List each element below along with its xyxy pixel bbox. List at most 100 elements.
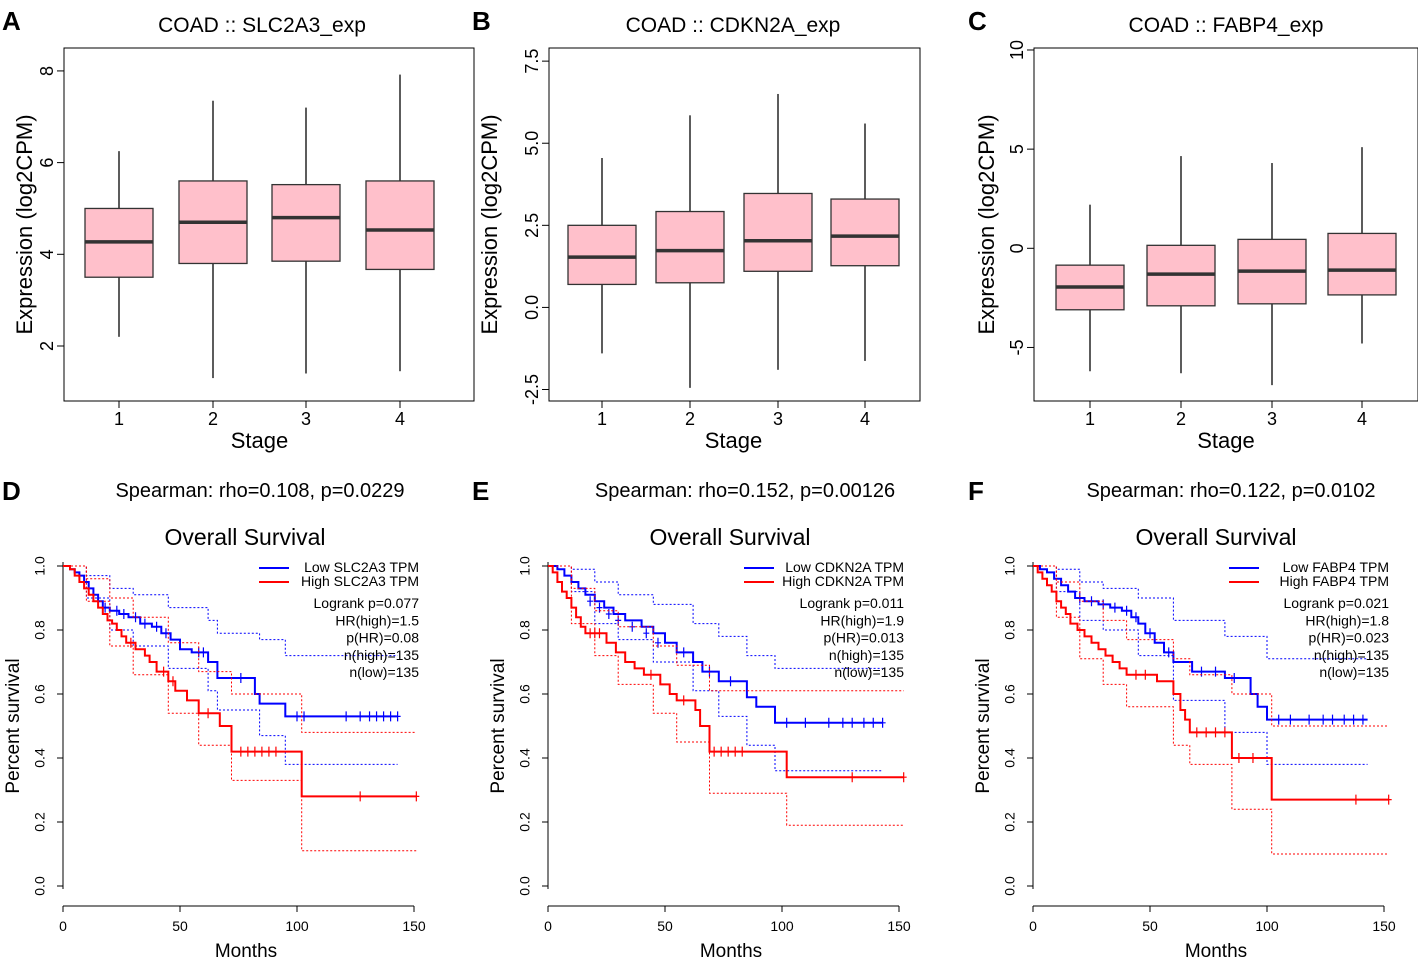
y-tick-label: 2.5 — [522, 213, 542, 238]
chart-title: COAD :: CDKN2A_exp — [626, 14, 841, 37]
censor-mark — [1287, 714, 1294, 725]
censor-mark — [237, 673, 244, 683]
boxplot-panel-b: B COAD :: CDKN2A_exp-2.5 0.0 2.5 5.0 7.5Expre… — [472, 6, 921, 453]
censor-mark — [1275, 714, 1282, 725]
stat-label: p(HR)=0.023 — [1308, 630, 1389, 646]
y-axis-label: Percent survival — [488, 658, 509, 793]
censor-mark — [1359, 714, 1366, 725]
stat-label: Logrank p=0.077 — [314, 595, 420, 611]
censor-mark — [343, 711, 350, 722]
censor-mark — [711, 746, 718, 757]
box-stage-3 — [743, 93, 813, 370]
y-tick-label: 0.2 — [32, 812, 48, 832]
censor-mark — [1212, 666, 1219, 677]
censor-mark — [860, 717, 867, 728]
y-tick-label: 0.0 — [522, 295, 542, 320]
censor-mark — [647, 669, 654, 680]
y-tick-label: 5.0 — [522, 131, 542, 156]
y-tick-label: 1.0 — [1002, 556, 1018, 576]
legend-label: Low FABP4 TPM — [1283, 559, 1389, 575]
censor-mark — [1147, 628, 1153, 639]
y-tick-label: 6 — [37, 158, 57, 168]
censor-mark — [802, 717, 809, 728]
stat-label: n(high)=135 — [344, 647, 419, 663]
iqr-box — [743, 192, 813, 272]
y-tick-label: 0.4 — [1002, 748, 1018, 768]
y-tick-label: 0.6 — [517, 684, 533, 704]
spearman-label: Spearman: rho=0.108, p=0.0229 — [115, 480, 404, 502]
x-tick-label: 1 — [597, 409, 607, 429]
ci-lower-line — [63, 565, 417, 852]
censor-mark — [357, 711, 364, 722]
stat-label: Logrank p=0.021 — [1284, 595, 1390, 611]
low-expression-series — [548, 565, 886, 772]
stat-label: p(HR)=0.08 — [346, 630, 419, 646]
legend-label: High SLC2A3 TPM — [301, 573, 419, 589]
censor-mark — [900, 772, 907, 783]
panel-letter: B — [472, 6, 491, 36]
censor-mark — [153, 621, 160, 632]
censor-mark — [1193, 727, 1200, 738]
censor-mark — [849, 717, 856, 728]
ci-upper-line — [1033, 565, 1389, 727]
censor-mark — [1076, 593, 1083, 603]
x-tick-label: 100 — [285, 918, 309, 934]
stat-label: n(high)=135 — [1314, 647, 1389, 663]
iqr-box — [830, 198, 900, 267]
ci-upper-line — [548, 565, 883, 669]
censor-mark — [725, 746, 732, 757]
censor-mark — [357, 791, 364, 802]
iqr-box — [567, 224, 637, 286]
y-tick-label: 0.0 — [32, 876, 48, 896]
legend-label: High CDKN2A TPM — [782, 573, 904, 589]
censor-mark — [1132, 612, 1139, 623]
iqr-box — [1327, 232, 1397, 296]
censor-mark — [200, 647, 207, 658]
censor-mark — [732, 746, 739, 757]
censor-mark — [587, 596, 594, 607]
y-axis-label: Expression (log2CPM) — [477, 114, 502, 334]
censor-mark — [706, 666, 713, 677]
censor-mark — [272, 746, 279, 757]
x-tick-label: 50 — [657, 918, 673, 934]
y-tick-label: 0.2 — [1002, 812, 1018, 832]
censor-mark — [141, 618, 148, 629]
ci-upper-line — [548, 565, 904, 692]
chart-title: Overall Survival — [649, 524, 810, 550]
x-axis-label: Months — [215, 941, 277, 959]
y-tick-label: 1.0 — [517, 556, 533, 576]
y-tick-label: 4 — [37, 249, 57, 259]
censor-mark — [1132, 669, 1139, 680]
y-tick-label: 0.6 — [1002, 684, 1018, 704]
box-stage-2 — [655, 115, 725, 388]
y-tick-label: 0.0 — [517, 876, 533, 896]
box-stage-4 — [830, 123, 900, 361]
y-tick-label: 0.6 — [32, 684, 48, 704]
y-tick-label: 10 — [1007, 40, 1027, 60]
km-panel-d: D Spearman: rho=0.108, p=0.0229 Overall Su… — [2, 476, 426, 959]
censor-mark — [718, 746, 725, 757]
censor-mark — [879, 717, 886, 728]
x-tick-label: 2 — [685, 409, 695, 429]
censor-mark — [244, 746, 251, 757]
stat-label: HR(high)=1.8 — [1305, 612, 1389, 628]
ci-lower-line — [1033, 565, 1389, 855]
ci-upper-line — [1033, 565, 1368, 660]
censor-mark — [1306, 714, 1313, 725]
censor-mark — [1341, 714, 1348, 725]
x-tick-label: 3 — [773, 409, 783, 429]
censor-mark — [258, 746, 265, 757]
survival-curve — [63, 565, 417, 798]
censor-mark — [380, 711, 387, 722]
y-tick-label: 0.4 — [32, 748, 48, 768]
censor-mark — [394, 711, 401, 722]
censor-mark — [1320, 714, 1327, 725]
legend-label: High FABP4 TPM — [1280, 573, 1389, 589]
legend-label: Low CDKN2A TPM — [785, 559, 904, 575]
stat-label: p(HR)=0.013 — [823, 630, 904, 646]
survival-curve — [1033, 565, 1368, 721]
y-tick-label: -2.5 — [522, 374, 542, 405]
